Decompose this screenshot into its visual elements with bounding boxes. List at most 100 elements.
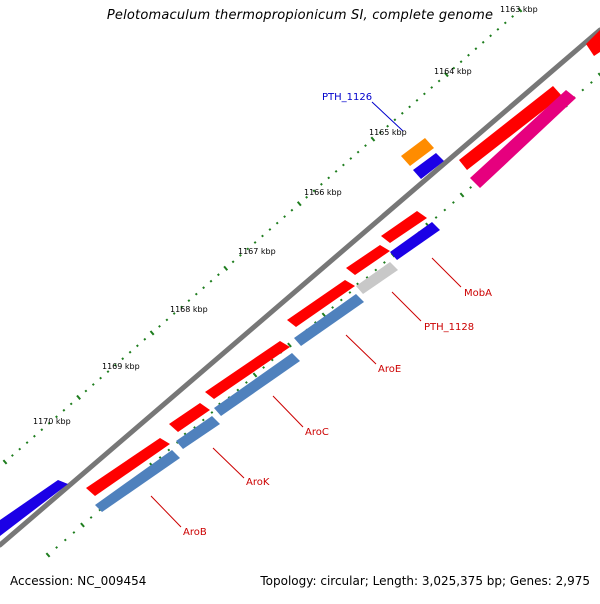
outer-tick-11 [84,389,88,393]
outer-tick-3 [25,441,29,445]
label-aroe[interactable]: AroE [378,364,401,375]
inner-tick-49 [469,186,473,189]
inner-tick-24 [252,372,258,378]
leader-moba [431,257,462,288]
outer-tick-4 [32,434,36,438]
outer-tick-60 [444,72,449,78]
gene-lower-left-reverse[interactable] [0,480,68,536]
scale-label-1165: 1165 kbp [369,128,407,137]
gene-aroe-forward[interactable] [287,280,355,327]
inner-tick-47 [451,201,455,204]
outer-tick-59 [437,79,441,83]
gene-arok-forward[interactable] [169,403,210,432]
label-moba[interactable]: MobA [464,288,492,299]
leader-pth1126 [371,101,404,132]
outer-tick-22 [165,318,169,322]
inner-tick-14 [167,448,171,452]
outer-tick-46 [341,163,345,167]
outer-tick-18 [135,344,139,348]
gene-top-forward[interactable] [586,30,600,56]
outer-tick-64 [474,47,478,51]
label-arob[interactable]: AroB [183,527,207,538]
gene-pth1128-forward[interactable] [346,245,390,275]
outer-tick-41 [305,195,309,199]
inner-tick-22 [236,388,240,392]
scale-ticks [2,7,523,465]
outer-tick-65 [481,40,485,44]
inner-tick-48 [459,192,465,198]
inner-tick-46 [443,208,447,212]
label-pth1126[interactable]: PTH_1126 [322,92,372,103]
outer-tick-21 [158,324,161,328]
outer-tick-35 [261,234,264,238]
outer-tick-62 [459,60,463,64]
outer-tick-24 [180,305,184,309]
inner-tick-35 [348,291,352,294]
inner-tick-39 [382,261,386,264]
outer-tick-66 [489,34,493,38]
scale-label-1168: 1168 kbp [170,305,208,314]
outer-tick-2 [18,447,22,451]
gene-aroe-bar[interactable] [294,294,364,346]
scale-label-1163: 1163 kbp [500,5,538,14]
label-pth1128[interactable]: PTH_1128 [424,322,474,333]
inner-tick-4 [80,522,85,528]
gene-arob-bar[interactable] [95,450,180,512]
gene-moba-forward[interactable] [381,211,427,243]
operon-genes [0,90,576,536]
outer-tick-56 [415,98,419,102]
gene-moba-bar[interactable] [390,222,440,260]
inner-tick-19 [210,411,214,414]
gene-arob-forward[interactable] [86,438,170,496]
outer-tick-43 [319,182,323,186]
outer-tick-47 [349,157,353,160]
gene-pth1128-bar[interactable] [356,262,398,294]
outer-tick-5 [40,428,44,432]
outer-tick-55 [408,105,412,109]
outer-tick-50 [370,136,376,142]
outer-tick-52 [386,124,390,128]
outer-tick-32 [238,253,242,257]
gene-upper-pink[interactable] [470,90,576,188]
outer-tick-13 [99,376,103,380]
outer-tick-28 [209,279,213,283]
outer-tick-68 [503,21,507,25]
leader-pth1128 [391,291,422,322]
outer-tick-63 [467,53,470,57]
inner-tick-63 [589,81,593,84]
outer-tick-69 [511,15,515,18]
gene-upper-forward[interactable] [459,86,562,170]
inner-tick-34 [339,298,343,302]
accession-text: Accession: NC_009454 [10,574,147,588]
leader-aroc [272,395,304,428]
outer-tick-39 [290,208,294,212]
page-title: Pelotomaculum thermopropionicum SI, comp… [106,8,494,23]
outer-tick-34 [253,241,257,244]
label-aroc[interactable]: AroC [305,427,329,438]
gene-arok-bar[interactable] [176,416,220,449]
inner-tick-3 [72,531,76,534]
scale-label-1169: 1169 kbp [102,362,140,371]
outer-tick-30 [223,265,229,271]
gene-aroc-bar[interactable] [214,353,300,416]
outer-tick-31 [231,260,235,264]
outer-tick-33 [246,247,250,251]
outer-tick-1 [10,454,14,457]
leader-arob [150,495,182,528]
outer-tick-17 [128,350,132,354]
genome-backbone [0,27,600,548]
inner-tick-23 [244,381,248,384]
gene-pth1126-blue[interactable] [413,153,444,179]
outer-tick-12 [91,383,95,386]
outer-tick-25 [187,299,191,303]
outer-tick-57 [422,92,426,96]
gene-aroc-forward[interactable] [205,341,290,399]
leader-arok [212,447,245,479]
outer-tick-67 [496,27,500,31]
outer-tick-49 [364,144,367,148]
outer-tick-10 [76,394,81,400]
label-arok[interactable]: AroK [246,477,270,488]
gene-pth1126-orange[interactable] [401,138,434,166]
outer-tick-42 [312,189,316,193]
